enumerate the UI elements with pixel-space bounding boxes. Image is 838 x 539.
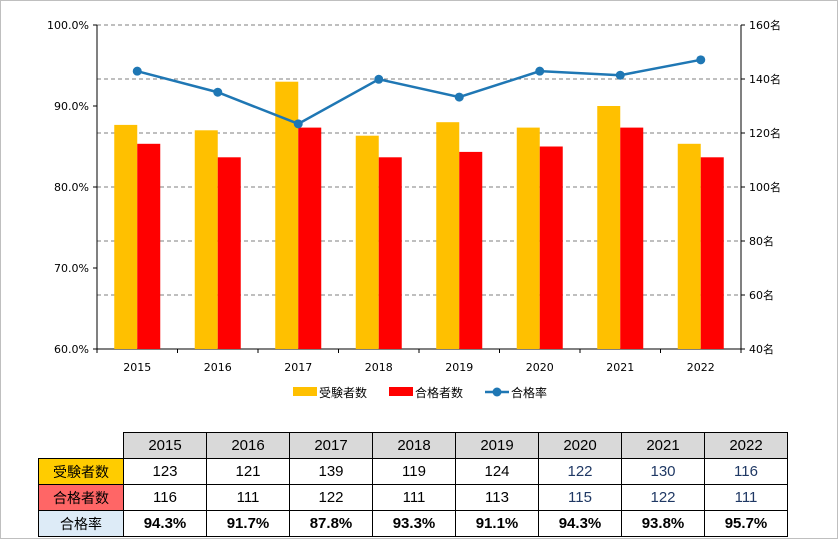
table-cell: 130 xyxy=(621,458,705,485)
bar-passers xyxy=(620,127,644,349)
bar-passers xyxy=(459,151,483,349)
bar-passers xyxy=(700,157,724,349)
table-cell: 91.1% xyxy=(455,510,539,537)
bar-examinees xyxy=(355,135,379,349)
year-header: 2021 xyxy=(621,432,705,459)
bar-passers xyxy=(137,143,161,349)
table-cell: 94.3% xyxy=(538,510,622,537)
data-table: 2015 2016 2017 2018 2019 2020 2021 2022 受験者数 123… xyxy=(38,432,788,537)
x-tick-label: 2017 xyxy=(284,361,312,374)
legend-swatch xyxy=(389,387,413,396)
legend-label: 受験者数 xyxy=(319,385,367,400)
table-row: 合格率 94.3% 91.7% 87.8% 93.3% 91.1% 94.3% 93.8% 95… xyxy=(38,510,788,537)
table-row: 受験者数 123 121 139 119 124 122 130 116 xyxy=(38,458,788,485)
year-header: 2019 xyxy=(455,432,539,459)
legend-label: 合格者数 xyxy=(415,385,463,400)
table-cell: 122 xyxy=(621,484,705,511)
point-pass-rate xyxy=(213,87,223,97)
right-tick-label: 160名 xyxy=(749,18,781,32)
x-tick-label: 2019 xyxy=(445,361,473,374)
bar-examinees xyxy=(516,127,540,349)
legend-label: 合格率 xyxy=(511,385,547,400)
right-tick-label: 120名 xyxy=(749,126,781,140)
bar-examinees xyxy=(275,81,299,349)
right-tick-label: 80名 xyxy=(749,234,774,248)
right-tick-label: 100名 xyxy=(749,180,781,194)
table-cell: 122 xyxy=(289,484,373,511)
left-tick-label: 100.0% xyxy=(47,19,89,32)
table-cell: 111 xyxy=(704,484,788,511)
row-label: 受験者数 xyxy=(38,458,124,485)
table-cell: 139 xyxy=(289,458,373,485)
x-tick-label: 2020 xyxy=(526,361,554,374)
year-header: 2020 xyxy=(538,432,622,459)
table-cell: 111 xyxy=(206,484,290,511)
year-header: 2018 xyxy=(372,432,456,459)
table-corner xyxy=(39,433,124,459)
legend-swatch xyxy=(293,387,317,396)
x-tick-label: 2021 xyxy=(606,361,634,374)
point-pass-rate xyxy=(374,74,384,84)
point-pass-rate xyxy=(454,92,464,102)
table-cell: 94.3% xyxy=(123,510,207,537)
bar-examinees xyxy=(194,130,218,349)
left-tick-label: 60.0% xyxy=(54,343,89,356)
left-tick-label: 80.0% xyxy=(54,181,89,194)
bar-passers xyxy=(378,157,402,349)
row-label: 合格率 xyxy=(38,510,124,537)
x-tick-label: 2018 xyxy=(365,361,393,374)
right-tick-label: 60名 xyxy=(749,288,774,302)
left-tick-label: 70.0% xyxy=(54,262,89,275)
table-cell: 115 xyxy=(538,484,622,511)
year-header-row: 2015 2016 2017 2018 2019 2020 2021 2022 xyxy=(39,432,788,459)
table-cell: 87.8% xyxy=(289,510,373,537)
year-header: 2015 xyxy=(123,432,207,459)
table-cell: 95.7% xyxy=(704,510,788,537)
bar-examinees xyxy=(436,122,460,349)
point-pass-rate xyxy=(132,66,142,76)
table-cell: 113 xyxy=(455,484,539,511)
table-cell: 119 xyxy=(372,458,456,485)
point-pass-rate xyxy=(535,66,545,76)
table-cell: 116 xyxy=(704,458,788,485)
line-pass-rate xyxy=(136,58,701,126)
table-cell: 91.7% xyxy=(206,510,290,537)
table-cell: 93.3% xyxy=(372,510,456,537)
year-header: 2016 xyxy=(206,432,290,459)
row-label: 合格者数 xyxy=(38,484,124,511)
bar-examinees xyxy=(677,143,701,349)
bar-examinees xyxy=(114,124,138,350)
point-pass-rate xyxy=(696,55,706,65)
bar-examinees xyxy=(597,106,621,349)
x-tick-label: 2022 xyxy=(687,361,715,374)
table-cell: 124 xyxy=(455,458,539,485)
combo-chart: 60.0% 70.0% 80.0% 90.0% 100.0% 40名 60名 80名 100名 1… xyxy=(47,18,781,400)
year-header: 2017 xyxy=(289,432,373,459)
right-tick-label: 40名 xyxy=(749,342,774,356)
bar-passers xyxy=(217,157,241,349)
table-cell: 111 xyxy=(372,484,456,511)
table-cell: 123 xyxy=(123,458,207,485)
point-pass-rate xyxy=(615,70,625,80)
table-cell: 116 xyxy=(123,484,207,511)
table-row: 合格者数 116 111 122 111 113 115 122 111 xyxy=(38,484,788,511)
x-tick-label: 2016 xyxy=(204,361,232,374)
year-header: 2022 xyxy=(704,432,788,459)
table-cell: 121 xyxy=(206,458,290,485)
table-cell: 93.8% xyxy=(621,510,705,537)
table-cell: 122 xyxy=(538,458,622,485)
point-pass-rate xyxy=(293,119,303,129)
bar-passers xyxy=(298,127,322,349)
bar-passers xyxy=(539,146,563,349)
legend-swatch-marker xyxy=(492,387,502,397)
right-tick-label: 140名 xyxy=(749,72,781,86)
left-tick-label: 90.0% xyxy=(54,100,89,113)
x-tick-label: 2015 xyxy=(123,361,151,374)
